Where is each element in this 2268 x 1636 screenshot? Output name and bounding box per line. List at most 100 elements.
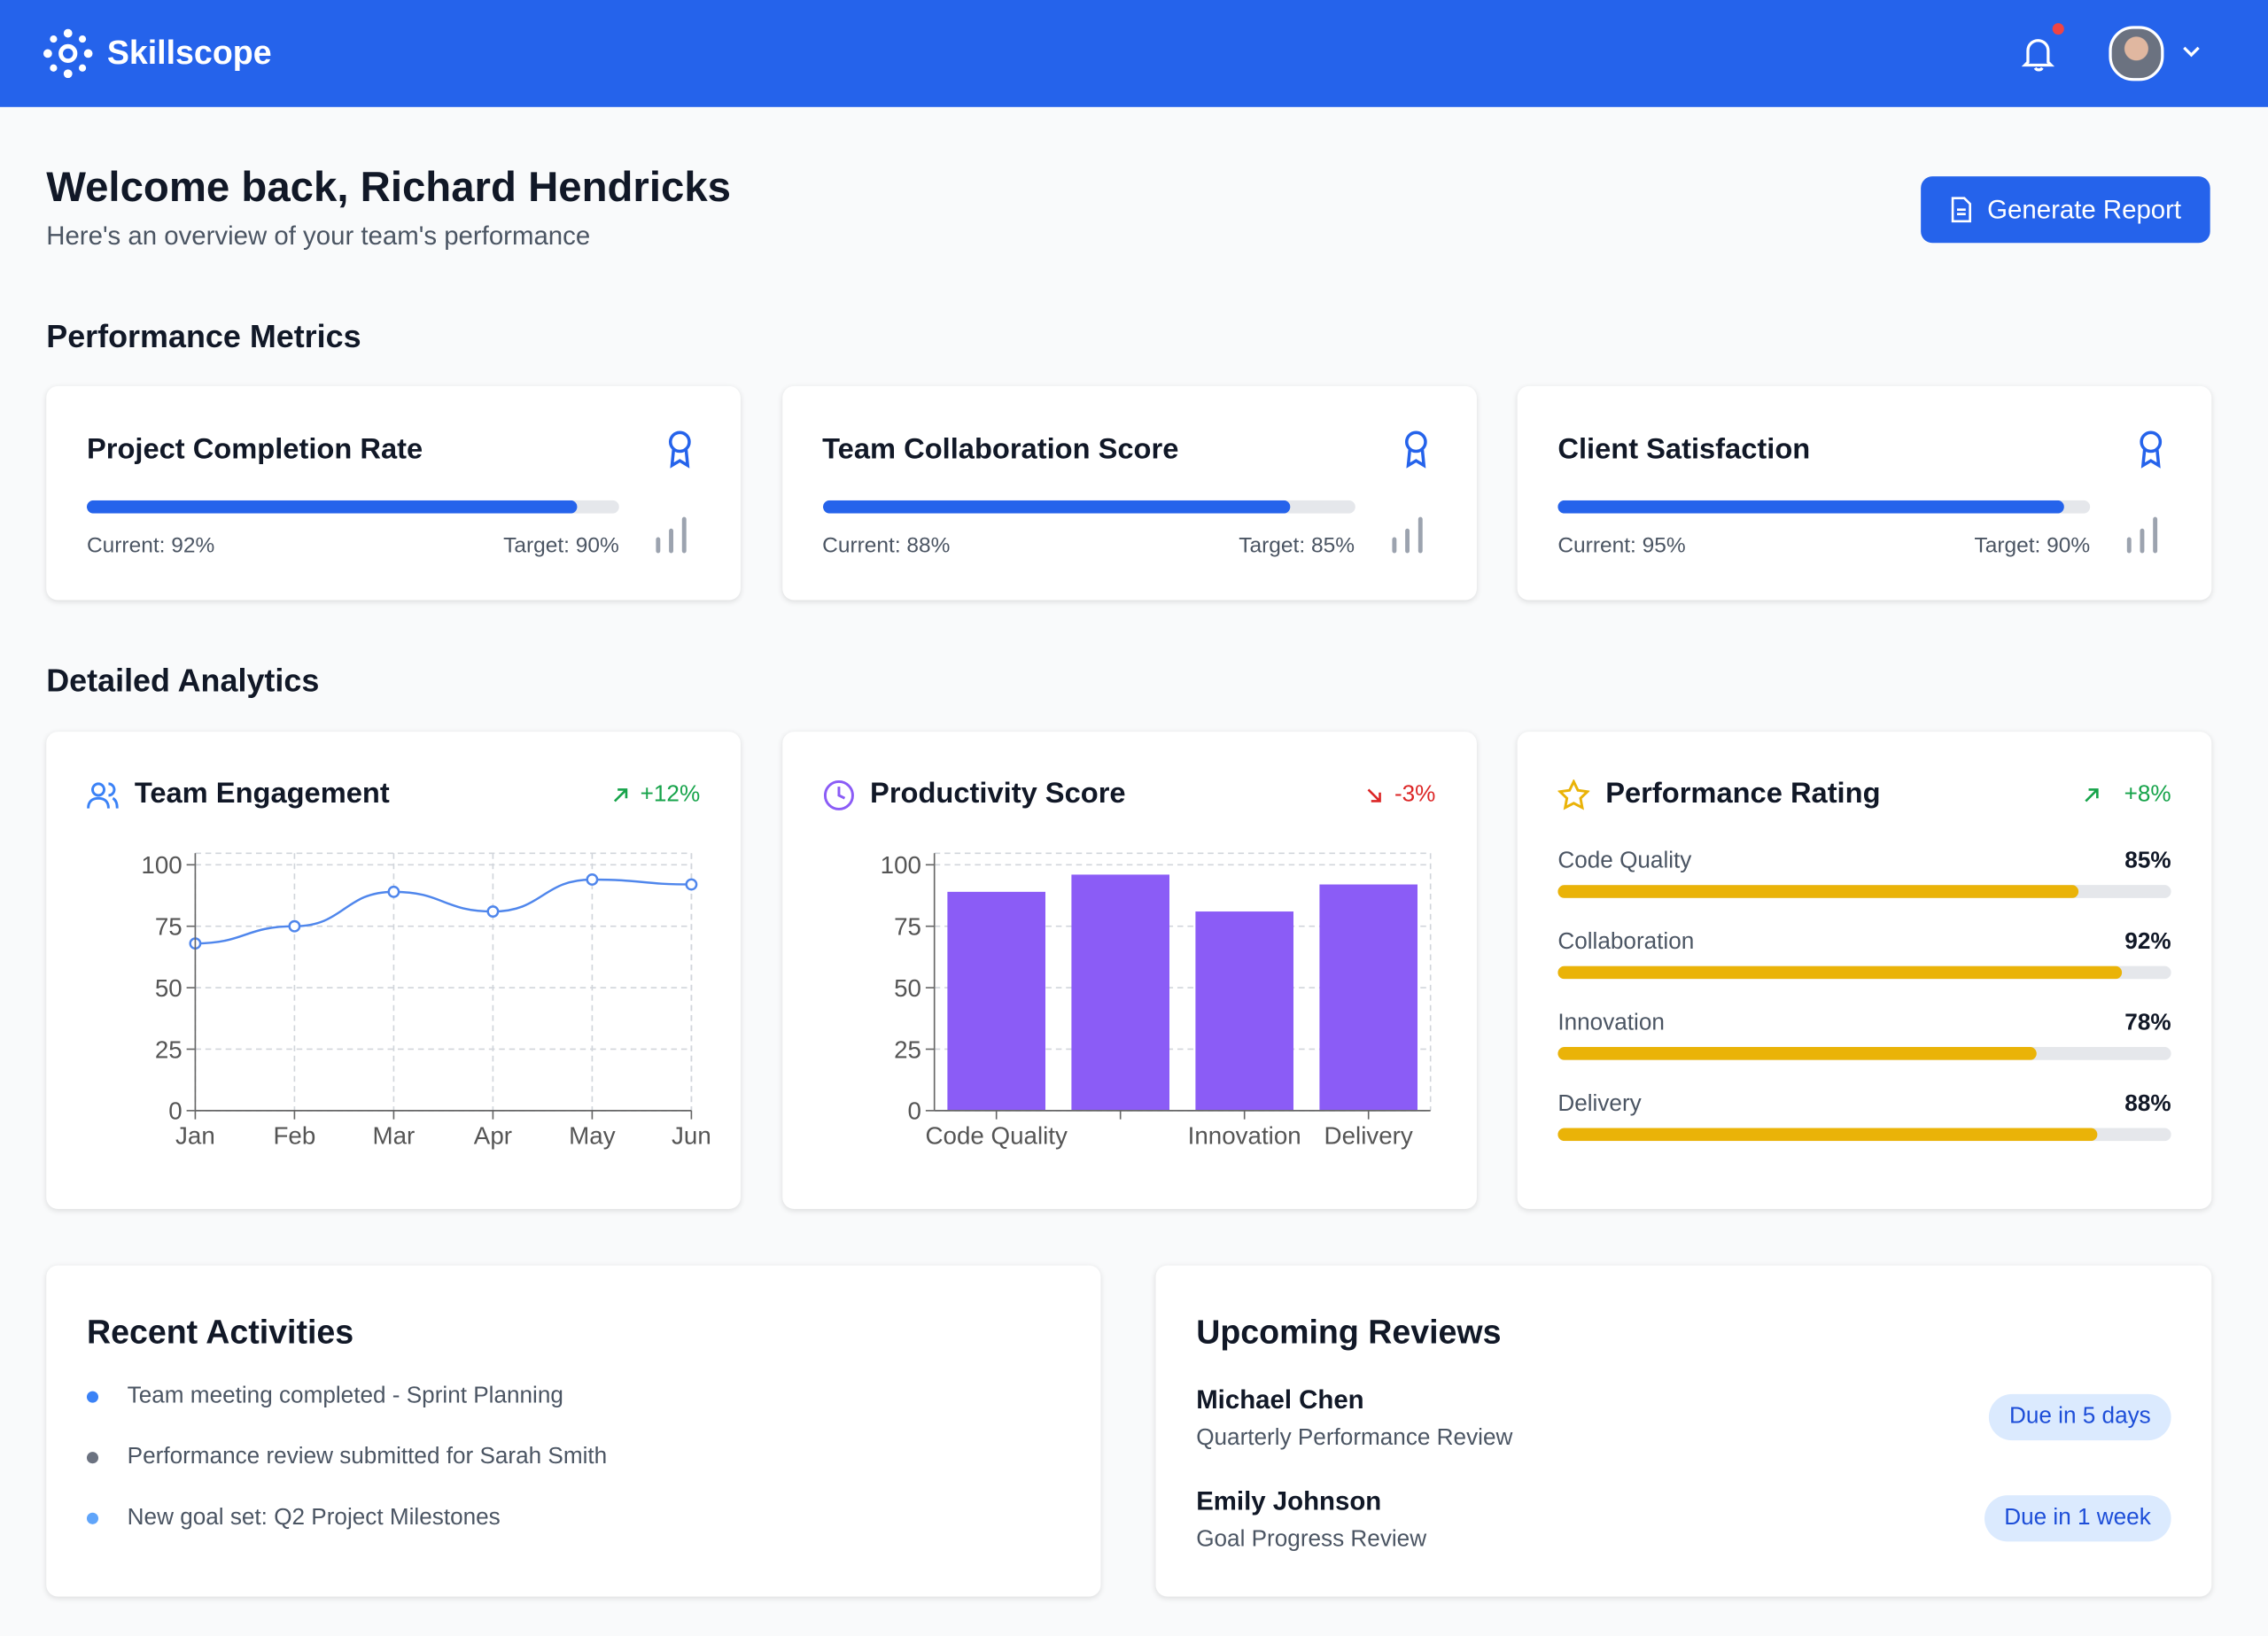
generate-report-button[interactable]: Generate Report (1921, 176, 2210, 244)
bar (1194, 911, 1293, 1111)
x-tick-label: Jan (175, 1121, 215, 1149)
y-tick-label: 75 (893, 913, 920, 941)
trend-icon (613, 788, 628, 802)
stats-icon (1391, 516, 1422, 554)
target-label: Target: 90% (503, 533, 619, 559)
rating-value: 88% (2124, 1091, 2171, 1117)
line (195, 878, 692, 945)
point (288, 919, 301, 933)
section-heading: Detailed Analytics (46, 662, 320, 699)
x-tick-label: Jun (672, 1121, 711, 1149)
x-tick-label: Feb (273, 1121, 315, 1149)
button-label: Generate Report (1987, 194, 2182, 224)
y-tick-label: 0 (907, 1097, 920, 1125)
rating-label: Collaboration (1557, 929, 1695, 955)
bullet (86, 1512, 99, 1524)
chart: 0 25 50 75 100 Code Quality Innovation Delivery (880, 851, 1431, 1149)
review-type: Quarterly Performance Review (1196, 1425, 1513, 1451)
progress-fill (86, 500, 577, 514)
trend-icon (1366, 788, 1381, 802)
x-tick-label: Mar (373, 1121, 416, 1149)
progress-track (86, 500, 619, 514)
rating-value: 92% (2124, 929, 2171, 955)
due-badge[interactable]: Due in 5 days (1989, 1393, 2171, 1441)
award-icon (669, 430, 691, 469)
rating-track (1557, 885, 2171, 898)
top-bar: Skillscope (0, 0, 2268, 107)
point (387, 885, 400, 898)
bar (946, 891, 1045, 1111)
progress-track (822, 500, 1355, 514)
award-icon (1404, 430, 1426, 469)
card-icon (1557, 779, 1590, 810)
progress-fill (822, 500, 1291, 514)
analytics-card: Team Engagement +12% 0 25 50 75 100 Jan Feb Mar Ap… (46, 732, 741, 1209)
rating-track (1557, 1128, 2171, 1142)
award-icon (2140, 430, 2163, 469)
reviewer-name: Emily Johnson (1196, 1486, 1382, 1516)
metric-card: Client Satisfaction Current: 95% Target: 9… (1517, 385, 2212, 601)
brand[interactable]: Skillscope (106, 33, 272, 71)
y-tick-label: 50 (155, 974, 183, 1002)
due-badge[interactable]: Due in 1 week (1984, 1495, 2171, 1542)
rating-fill (1557, 885, 2079, 898)
x-tick-label: May (569, 1121, 616, 1149)
trend-value: -3% (1394, 782, 1436, 808)
x-tick-label: Delivery (1324, 1121, 1412, 1149)
logo[interactable] (43, 28, 93, 79)
point (586, 873, 599, 886)
rating-fill (1557, 965, 2123, 980)
progress-fill (1557, 500, 2064, 514)
card-title: Team Engagement (134, 778, 390, 810)
target-label: Target: 90% (1974, 533, 2091, 559)
card-title: Productivity Score (870, 778, 1126, 810)
y-tick-label: 25 (155, 1035, 183, 1063)
rating-value: 78% (2124, 1011, 2171, 1035)
review-type: Goal Progress Review (1196, 1527, 1427, 1552)
card-icon (823, 779, 854, 810)
trend-value: +12% (640, 782, 701, 808)
chevron[interactable] (2181, 43, 2202, 61)
welcome-subtitle: Here's an overview of your team's perfor… (46, 221, 591, 251)
y-tick-label: 25 (893, 1035, 920, 1063)
bell[interactable] (2019, 32, 2060, 75)
current-label: Current: 92% (86, 533, 215, 559)
activity-text: Team meeting completed - Sprint Planning (127, 1384, 563, 1409)
rating-track (1557, 965, 2171, 980)
rating-fill (1557, 1047, 2037, 1060)
avatar[interactable] (2109, 26, 2164, 81)
target-label: Target: 85% (1239, 533, 1355, 559)
activity-text: Performance review submitted for Sarah S… (127, 1445, 608, 1469)
y-tick-label: 100 (141, 851, 182, 879)
chart: 0 25 50 75 100 Jan Feb Mar Apr May Jun (141, 851, 711, 1149)
rating-value: 85% (2124, 849, 2171, 874)
current-label: Current: 88% (822, 533, 951, 559)
bullet (86, 1452, 99, 1464)
progress-track (1557, 500, 2091, 514)
card-title: Recent Activities (86, 1313, 354, 1351)
rating-label: Delivery (1557, 1091, 1642, 1117)
analytics-card: Performance Rating +8% Code Quality 85% Coll… (1517, 732, 2212, 1209)
section-heading: Performance Metrics (46, 318, 361, 354)
y-tick-label: 0 (168, 1097, 182, 1125)
activities-card: Recent Activities Team meeting completed… (46, 1265, 1101, 1597)
document-icon (1951, 197, 1971, 223)
trend-icon (2085, 788, 2099, 802)
card-title: Performance Rating (1605, 778, 1881, 810)
card-title: Client Satisfaction (1557, 433, 1811, 466)
y-tick-label: 100 (880, 851, 920, 879)
point (685, 878, 698, 891)
bullet (86, 1391, 99, 1403)
x-tick-label: Code Quality (925, 1121, 1068, 1149)
y-tick-label: 75 (155, 913, 183, 941)
current-label: Current: 95% (1557, 533, 1686, 559)
point (486, 905, 500, 918)
rating-label: Code Quality (1557, 849, 1692, 874)
y-tick-label: 50 (893, 974, 920, 1002)
card-title: Team Collaboration Score (822, 433, 1179, 466)
welcome-title: Welcome back, Richard Hendricks (46, 165, 732, 212)
trend-value: +8% (2124, 782, 2171, 808)
stats-icon (2126, 516, 2158, 554)
reviews-card: Upcoming Reviews Michael Chen Quarterly P… (1155, 1265, 2212, 1597)
